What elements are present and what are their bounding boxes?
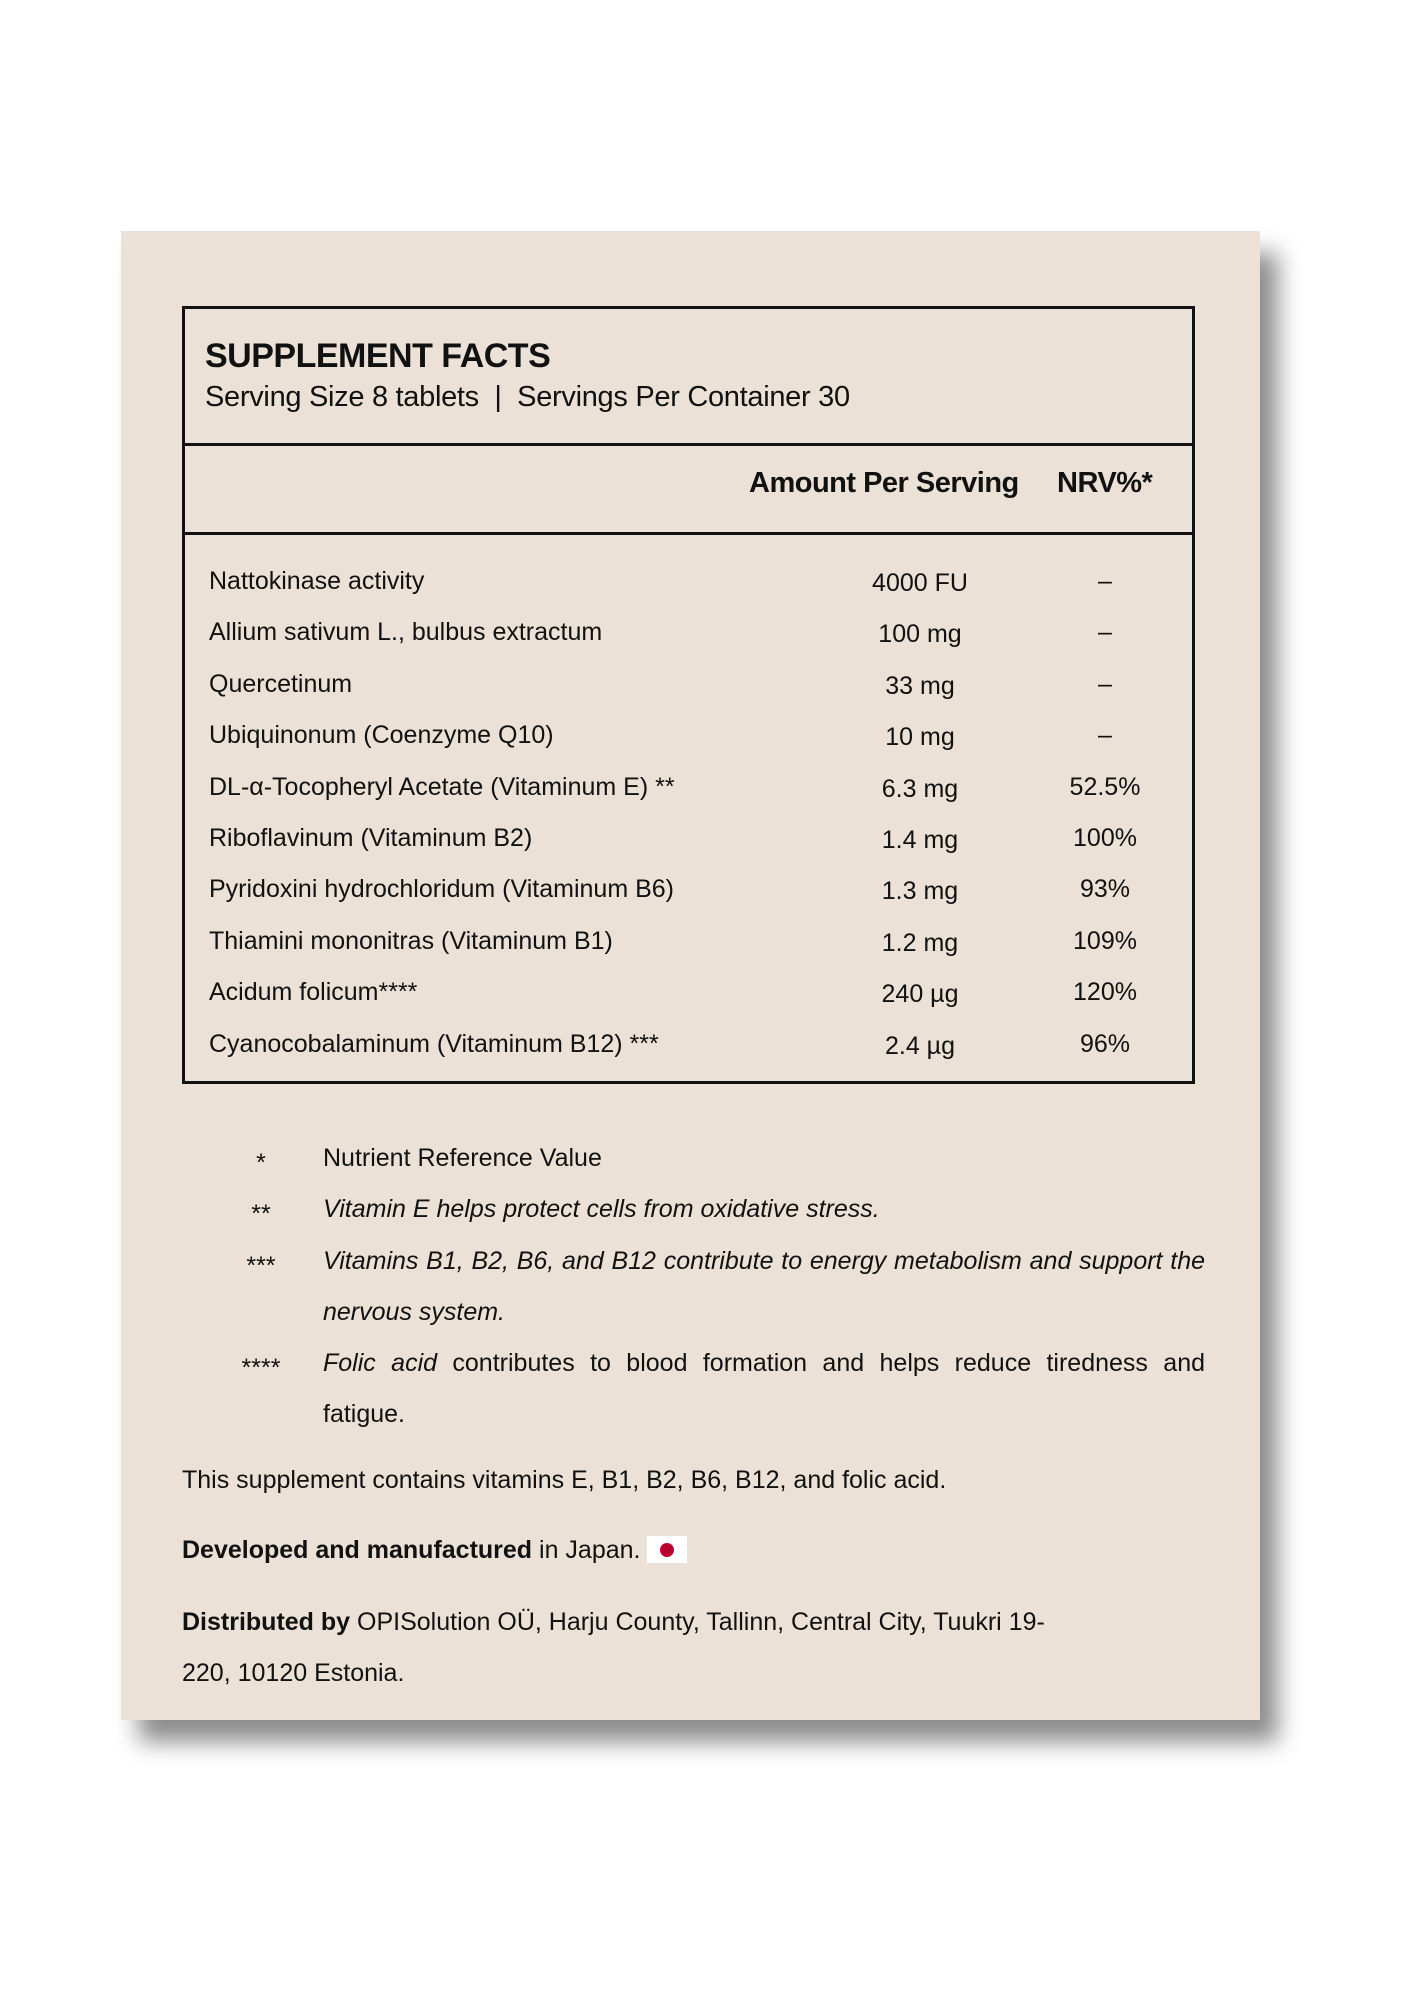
nutrient-amount: 10 mg bbox=[885, 723, 955, 752]
nutrient-row: Cyanocobalaminum (Vitaminum B12) *** 2.4 … bbox=[185, 1030, 1192, 1081]
nutrient-row: Riboflavinum (Vitaminum B2) 1.4 mg 100% bbox=[185, 824, 1192, 875]
nutrient-row: DL-α-Tocopheryl Acetate (Vitaminum E) **… bbox=[185, 773, 1192, 824]
footnote-text: Folic acid contributes to blood formatio… bbox=[323, 1338, 1205, 1440]
distributor-text: OPISolution OÜ, Harju County, Tallinn, C… bbox=[182, 1608, 1045, 1687]
origin-text: in Japan. bbox=[532, 1536, 641, 1564]
footnote-text: Vitamin E helps protect cells from oxida… bbox=[323, 1184, 1205, 1235]
footnote-body: Vitamins B1, B2, B6, and B12 contribute … bbox=[323, 1247, 1205, 1326]
nutrient-amount: 33 mg bbox=[885, 671, 955, 700]
nutrient-name: Cyanocobalaminum (Vitaminum B12) *** bbox=[209, 1029, 659, 1058]
nutrient-amount: 4000 FU bbox=[872, 569, 968, 597]
nutrient-row: Quercetinum 33 mg – bbox=[185, 670, 1192, 721]
footnote-text: Vitamins B1, B2, B6, and B12 contribute … bbox=[323, 1236, 1205, 1338]
nutrient-name: Acidum folicum**** bbox=[209, 978, 418, 1007]
footnote-body: contributes to blood formation and helps… bbox=[323, 1349, 1206, 1428]
footnote-italic: Folic acid bbox=[323, 1349, 438, 1377]
nutrient-nrv: 52.5% bbox=[1069, 772, 1141, 801]
nutrient-nrv: 100% bbox=[1073, 824, 1137, 852]
divider bbox=[185, 443, 1192, 446]
nutrient-amount: 2.4 µg bbox=[884, 1031, 955, 1060]
amount-column-header: Amount Per Serving bbox=[749, 467, 1019, 499]
nutrient-nrv: 93% bbox=[1079, 875, 1131, 904]
nutrient-nrv: 109% bbox=[1073, 926, 1137, 955]
origin-statement: Developed and manufactured in Japan. bbox=[182, 1536, 687, 1565]
nutrient-nrv: – bbox=[1098, 669, 1112, 698]
serving-info: Serving Size 8 tablets | Servings Per Co… bbox=[205, 381, 850, 413]
nrv-column-header: NRV%* bbox=[1057, 467, 1153, 499]
nutrient-amount: 1.4 mg bbox=[881, 826, 959, 854]
nutrient-amount: 100 mg bbox=[878, 620, 962, 649]
footnote-text: Nutrient Reference Value bbox=[323, 1133, 1205, 1184]
footnote-mark: **** bbox=[241, 1354, 281, 1382]
nutrient-amount: 240 µg bbox=[881, 980, 959, 1009]
footnote-mark: *** bbox=[246, 1252, 276, 1280]
nutrient-name: Riboflavinum (Vitaminum B2) bbox=[209, 824, 533, 852]
nutrient-amount: 6.3 mg bbox=[881, 774, 959, 803]
nutrient-amount: 1.2 mg bbox=[881, 928, 959, 957]
nutrient-amount: 1.3 mg bbox=[881, 877, 959, 906]
nutrient-nrv: 96% bbox=[1079, 1029, 1131, 1058]
nutrient-nrv: – bbox=[1098, 721, 1112, 750]
panel-title: SUPPLEMENT FACTS bbox=[205, 337, 551, 375]
nutrient-row: Pyridoxini hydrochloridum (Vitaminum B6)… bbox=[185, 875, 1192, 926]
nutrient-name: Thiamini mononitras (Vitaminum B1) bbox=[209, 926, 613, 955]
nutrient-nrv: 120% bbox=[1073, 978, 1137, 1007]
nutrient-name: DL-α-Tocopheryl Acetate (Vitaminum E) ** bbox=[209, 772, 675, 801]
distributor-bold: Distributed by bbox=[182, 1608, 351, 1636]
footnote-mark: * bbox=[256, 1149, 266, 1177]
nutrient-row: Ubiquinonum (Coenzyme Q10) 10 mg – bbox=[185, 721, 1192, 772]
divider bbox=[185, 532, 1192, 535]
distributor-statement: Distributed by OPISolution OÜ, Harju Cou… bbox=[182, 1597, 1082, 1699]
nutrient-name: Pyridoxini hydrochloridum (Vitaminum B6) bbox=[209, 875, 674, 904]
footnote-body: Nutrient Reference Value bbox=[323, 1144, 602, 1172]
footnote-mark: ** bbox=[251, 1200, 271, 1228]
supplement-facts-panel: SUPPLEMENT FACTS Serving Size 8 tablets … bbox=[182, 306, 1195, 1084]
nutrient-name: Ubiquinonum (Coenzyme Q10) bbox=[209, 721, 554, 750]
nutrient-nrv: – bbox=[1098, 618, 1112, 647]
nutrient-nrv: – bbox=[1098, 567, 1112, 595]
contains-statement: This supplement contains vitamins E, B1,… bbox=[182, 1466, 947, 1494]
nutrient-row: Nattokinase activity 4000 FU – bbox=[185, 567, 1192, 618]
nutrient-row: Thiamini mononitras (Vitaminum B1) 1.2 mg… bbox=[185, 927, 1192, 978]
origin-bold: Developed and manufactured bbox=[182, 1536, 533, 1564]
nutrient-name: Quercetinum bbox=[209, 669, 353, 698]
japan-flag-icon bbox=[646, 1536, 687, 1563]
nutrient-name: Allium sativum L., bulbus extractum bbox=[209, 618, 603, 647]
supplement-label-card: SUPPLEMENT FACTS Serving Size 8 tablets … bbox=[121, 231, 1260, 1720]
nutrient-name: Nattokinase activity bbox=[209, 567, 425, 595]
nutrient-row: Allium sativum L., bulbus extractum 100 m… bbox=[185, 618, 1192, 669]
nutrient-row: Acidum folicum**** 240 µg 120% bbox=[185, 978, 1192, 1029]
footnote-body: Vitamin E helps protect cells from oxida… bbox=[323, 1195, 880, 1223]
